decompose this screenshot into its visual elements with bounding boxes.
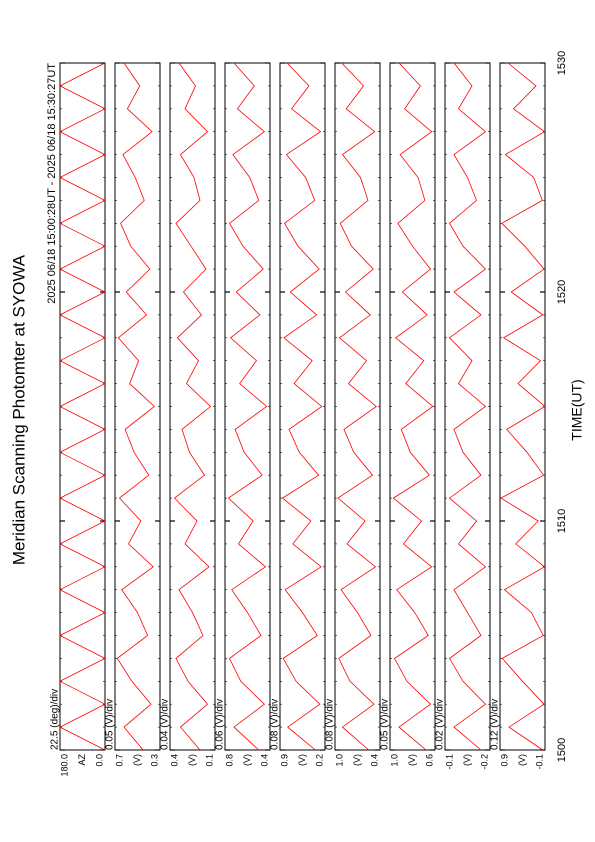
panel-frame [279, 62, 326, 751]
y-tick-label: -0.2 [479, 754, 489, 770]
x-axis-label: TIME(UT) [569, 379, 585, 440]
data-line [281, 62, 323, 751]
y-tick-label: 0.0 [94, 754, 104, 767]
data-line [116, 62, 155, 751]
y-axis-label: (V) [462, 754, 472, 766]
rotated-plot: Meridian Scanning Photomter at SYOWA 202… [9, 51, 584, 777]
y-tick-label: 0.4 [259, 754, 269, 767]
y-axis-label: (V) [187, 754, 197, 766]
panel-frame [224, 62, 271, 751]
data-line [227, 62, 268, 751]
y-tick-label: 0.9 [499, 754, 509, 767]
y-axis-label: (V) [297, 754, 307, 766]
data-line [173, 62, 212, 751]
y-tick-label: 0.3 [149, 754, 159, 767]
data-line [500, 62, 546, 751]
y-tick-label: 0.1 [204, 754, 214, 767]
y-axis-label: (V) [407, 754, 417, 766]
data-line [392, 62, 434, 751]
data-line [448, 62, 487, 751]
panel-scale-label: 0.04 (V)/div [160, 699, 171, 750]
y-tick-label: 0.8 [224, 754, 234, 767]
panel-scale-label: 0.12 (V)/div [490, 699, 501, 750]
panel-frame [444, 62, 491, 751]
x-tick-label: 1530 [556, 51, 568, 75]
panel-scale-label: 0.05 (V)/div [380, 699, 391, 750]
y-axis-label: (V) [352, 754, 362, 766]
y-axis-label: (V) [242, 754, 252, 766]
x-tick-label: 1520 [556, 280, 568, 304]
y-tick-label: 0.9 [279, 754, 289, 767]
y-tick-label: 0.7 [114, 754, 124, 767]
y-tick-label: -0.1 [444, 754, 454, 770]
panel-scale-label: 0.02 (V)/div [435, 699, 446, 750]
chart-title: Meridian Scanning Photomter at SYOWA [9, 254, 28, 565]
y-tick-label: 180.0 [59, 754, 69, 777]
y-tick-label: 1.0 [389, 754, 399, 767]
chart-subtitle: 2025 06/18 15:00:28UT - 2025 06/18 15:30… [46, 63, 58, 304]
y-tick-label: 0.4 [369, 754, 379, 767]
panel-scale-label: 0.05 (V)/div [105, 699, 116, 750]
y-tick-label: 1.0 [334, 754, 344, 767]
y-axis-label: (V) [517, 754, 527, 766]
panel-frame [389, 62, 436, 751]
y-tick-label: 0.6 [424, 754, 434, 767]
x-tick-label: 1500 [556, 738, 568, 762]
y-axis-label: AZ [77, 754, 87, 766]
data-line [59, 62, 106, 751]
y-axis-label: (V) [132, 754, 142, 766]
panel-scale-label: 0.08 (V)/div [270, 699, 281, 750]
y-tick-label: 0.4 [169, 754, 179, 767]
panel-scale-label: 0.06 (V)/div [215, 699, 226, 750]
panel-scale-label: 0.08 (V)/div [325, 699, 336, 750]
panel-frame [114, 62, 161, 751]
x-tick-label: 1510 [556, 509, 568, 533]
panel-frame [169, 62, 216, 751]
panel-scale-label: 22.5 (deg)/div [50, 689, 61, 750]
panel-frame [334, 62, 381, 751]
y-tick-label: 0.2 [314, 754, 324, 767]
y-tick-label: -0.1 [534, 754, 544, 770]
data-line [337, 62, 377, 751]
